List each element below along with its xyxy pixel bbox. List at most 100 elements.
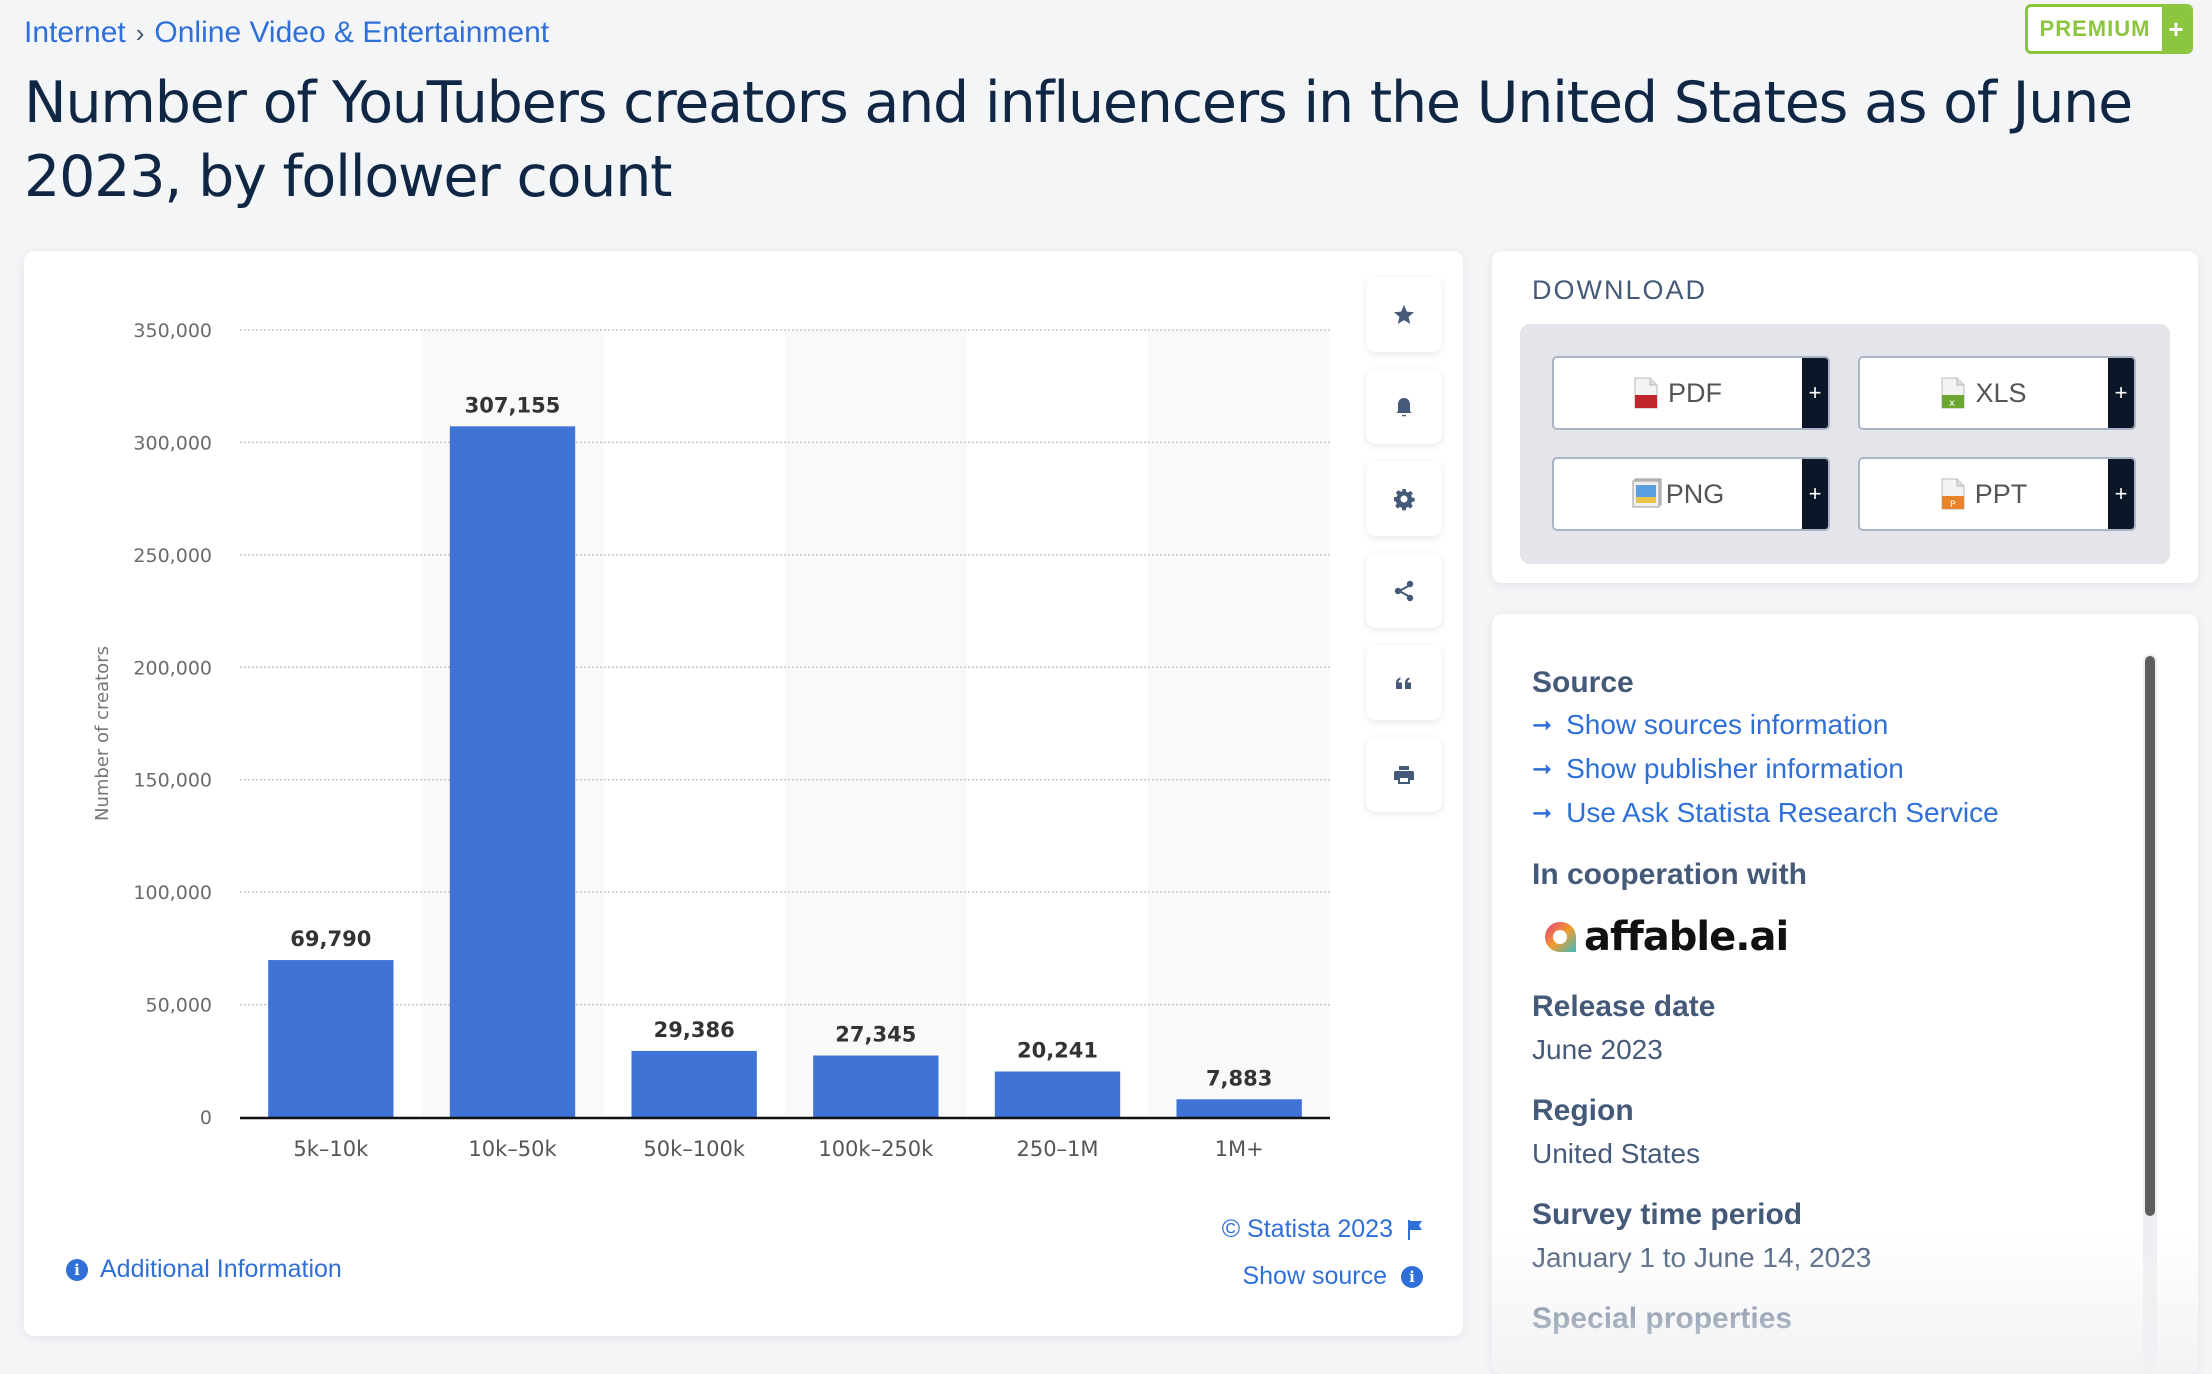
show-publisher-label: Show publisher information xyxy=(1566,753,1904,784)
chart-toolbar xyxy=(1366,277,1442,829)
bar xyxy=(449,426,576,1117)
ask-statista-label: Use Ask Statista Research Service xyxy=(1566,797,1999,828)
data-label: 29,386 xyxy=(654,1018,735,1042)
bar-chart: 0 50,000 100,000 150,000 200,000 250,000 300,0… xyxy=(92,320,1330,1161)
y-tick-label: 200,000 xyxy=(133,657,212,679)
statistic-info-card: Source ➞ Show sources information ➞ Show… xyxy=(1492,614,2198,1374)
release-date-heading: Release date xyxy=(1532,990,1716,1023)
y-tick-label: 150,000 xyxy=(133,770,212,792)
y-tick-label: 300,000 xyxy=(133,432,212,454)
release-date-value: June 2023 xyxy=(1532,1034,1663,1065)
printer-icon xyxy=(1394,765,1414,784)
y-axis-label: Number of creators xyxy=(92,646,113,821)
plus-icon: + xyxy=(1802,358,1828,428)
data-label: 20,241 xyxy=(1017,1038,1098,1062)
svg-text:x: x xyxy=(1949,398,1955,409)
ppt-file-icon: P xyxy=(1941,478,1965,510)
y-tick-label: 100,000 xyxy=(133,882,212,904)
xls-file-icon: x xyxy=(1941,377,1965,409)
download-card: DOWNLOAD PDF + x XLS + xyxy=(1492,251,2198,583)
show-sources-label: Show sources information xyxy=(1566,709,1889,740)
x-tick-label: 50k–100k xyxy=(643,1137,745,1161)
quote-icon xyxy=(1396,677,1411,689)
cooperation-heading: In cooperation with xyxy=(1532,858,1807,891)
download-options: PDF + x XLS + PNG + xyxy=(1520,324,2170,564)
data-label: 27,345 xyxy=(835,1023,916,1047)
svg-text:P: P xyxy=(1950,500,1956,510)
breadcrumb-internet[interactable]: Internet xyxy=(24,16,126,49)
plus-icon: + xyxy=(1802,459,1828,529)
category-band xyxy=(1148,330,1330,1117)
ask-statista-link[interactable]: ➞ Use Ask Statista Research Service xyxy=(1532,794,2132,832)
xls-label: XLS xyxy=(1975,377,2027,408)
region-value: United States xyxy=(1532,1138,1701,1169)
chart-card: 0 50,000 100,000 150,000 200,000 250,000 300,0… xyxy=(24,251,1463,1336)
x-tick-label: 5k–10k xyxy=(293,1137,369,1161)
region-heading: Region xyxy=(1532,1094,1634,1127)
cite-button[interactable] xyxy=(1366,645,1442,720)
bar xyxy=(631,1050,757,1117)
download-xls-button[interactable]: x XLS + xyxy=(1858,356,2136,430)
download-title: DOWNLOAD xyxy=(1532,275,1708,305)
partner-logo[interactable]: affable.ai xyxy=(1542,914,2132,960)
additional-information-link[interactable]: i Additional Information xyxy=(66,1255,342,1284)
plus-icon: + xyxy=(2162,7,2190,51)
gear-icon xyxy=(1394,488,1415,510)
info-icon: i xyxy=(66,1258,88,1281)
show-publisher-link[interactable]: ➞ Show publisher information xyxy=(1532,750,2132,788)
download-pdf-button[interactable]: PDF + xyxy=(1552,356,1830,430)
arrow-right-icon: ➞ xyxy=(1532,799,1553,827)
share-icon xyxy=(1394,580,1414,601)
plus-icon: + xyxy=(2108,358,2134,428)
bar xyxy=(813,1055,939,1117)
share-button[interactable] xyxy=(1366,553,1442,628)
info-icon: i xyxy=(1401,1265,1423,1288)
breadcrumb-separator: › xyxy=(135,17,145,48)
scrollbar-thumb[interactable] xyxy=(2145,656,2155,1216)
plus-icon: + xyxy=(2108,459,2134,529)
premium-button[interactable]: PREMIUM + xyxy=(2025,4,2193,54)
data-label: 69,790 xyxy=(290,927,371,951)
x-tick-label: 100k–250k xyxy=(818,1137,934,1161)
x-tick-label: 250–1M xyxy=(1016,1137,1098,1161)
bar xyxy=(1176,1099,1302,1117)
show-source-link[interactable]: Show source i xyxy=(1242,1262,1423,1291)
data-label: 7,883 xyxy=(1206,1066,1272,1090)
arrow-right-icon: ➞ xyxy=(1532,711,1553,739)
source-heading: Source xyxy=(1532,666,1634,699)
arrow-right-icon: ➞ xyxy=(1532,755,1553,783)
additional-information-label: Additional Information xyxy=(100,1255,342,1283)
bar xyxy=(268,960,394,1117)
premium-label: PREMIUM xyxy=(2039,16,2151,41)
notification-button[interactable] xyxy=(1366,369,1442,444)
special-properties-heading: Special properties xyxy=(1532,1302,1793,1335)
survey-period-heading: Survey time period xyxy=(1532,1198,1803,1231)
show-sources-link[interactable]: ➞ Show sources information xyxy=(1532,706,2132,744)
pdf-file-icon xyxy=(1634,377,1658,409)
y-tick-label: 0 xyxy=(200,1107,212,1129)
x-tick-label: 10k–50k xyxy=(468,1137,557,1161)
flag-icon[interactable] xyxy=(1407,1219,1423,1240)
download-png-button[interactable]: PNG + xyxy=(1552,457,1830,531)
png-label: PNG xyxy=(1665,478,1725,509)
pdf-label: PDF xyxy=(1668,377,1722,408)
show-source-label: Show source xyxy=(1242,1262,1387,1290)
ppt-label: PPT xyxy=(1974,478,2028,509)
copyright-text[interactable]: © Statista 2023 xyxy=(1221,1215,1393,1243)
survey-period-value: January 1 to June 14, 2023 xyxy=(1532,1242,1872,1273)
partner-logo-text: affable.ai xyxy=(1584,914,1789,960)
y-tick-label: 250,000 xyxy=(133,545,212,567)
download-ppt-button[interactable]: P PPT + xyxy=(1858,457,2136,531)
favorite-button[interactable] xyxy=(1366,277,1442,352)
print-button[interactable] xyxy=(1366,737,1442,812)
breadcrumb-online-video[interactable]: Online Video & Entertainment xyxy=(154,16,550,49)
data-label: 307,155 xyxy=(465,393,561,417)
y-tick-label: 50,000 xyxy=(146,995,212,1017)
breadcrumb: Internet › Online Video & Entertainment xyxy=(24,16,549,50)
settings-button[interactable] xyxy=(1366,461,1442,536)
bell-icon xyxy=(1396,397,1412,416)
y-tick-label: 350,000 xyxy=(133,320,212,342)
affable-logo-icon xyxy=(1545,921,1576,952)
page-title: Number of YouTubers creators and influen… xyxy=(24,70,2133,210)
bar xyxy=(994,1071,1121,1117)
